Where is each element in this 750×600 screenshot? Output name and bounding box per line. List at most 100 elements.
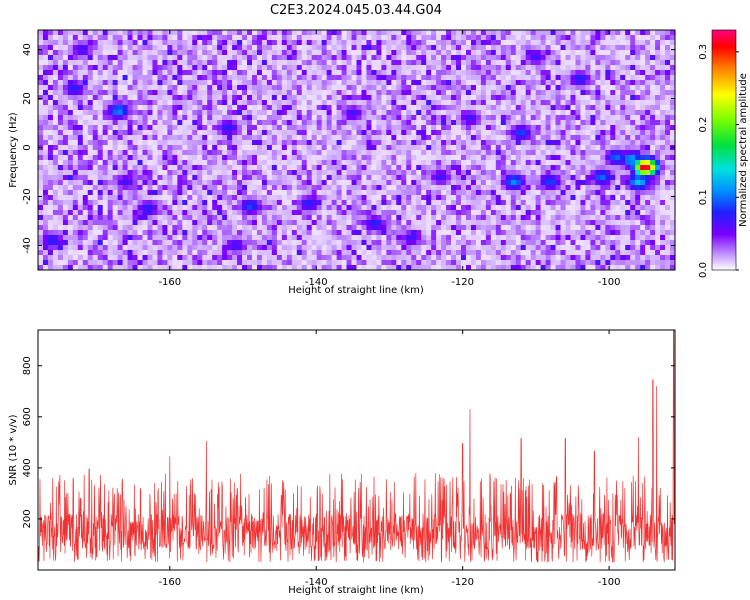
heatmap-cell — [52, 215, 59, 221]
heatmap-cell — [595, 185, 601, 191]
heatmap-cell — [147, 210, 153, 216]
heatmap-cell — [137, 190, 143, 196]
heatmap-cell — [545, 145, 551, 151]
heatmap-cell — [411, 145, 417, 151]
heatmap-cell — [137, 70, 143, 76]
heatmap-cell — [560, 145, 566, 151]
heatmap-cell — [590, 45, 596, 51]
heatmap-cell — [525, 215, 532, 221]
heatmap-cell — [610, 190, 616, 196]
heatmap-cell — [490, 75, 497, 81]
heatmap-cell — [475, 90, 482, 96]
heatmap-cell — [266, 75, 273, 81]
heatmap-cell — [202, 140, 208, 146]
heatmap-cell — [281, 150, 288, 156]
heatmap-cell — [351, 135, 357, 141]
heatmap-cell — [266, 120, 273, 126]
heatmap-cell — [485, 185, 492, 191]
heatmap-cell — [635, 65, 641, 71]
heatmap-cell — [202, 205, 208, 211]
heatmap-cell — [256, 110, 263, 116]
heatmap-cell — [346, 155, 352, 161]
heatmap-cell — [630, 75, 636, 81]
heatmap-cell — [112, 185, 119, 191]
heatmap-cell — [660, 120, 666, 126]
heatmap-cell — [645, 120, 651, 126]
heatmap-cell — [456, 65, 462, 71]
heatmap-cell — [620, 135, 626, 141]
heatmap-cell — [431, 60, 437, 66]
heatmap-cell — [580, 30, 586, 36]
heatmap-cell — [356, 35, 362, 41]
heatmap-cell — [192, 175, 198, 181]
heatmap-cell — [346, 80, 352, 86]
heatmap-cell — [366, 45, 372, 51]
heatmap-cell — [87, 60, 94, 66]
heatmap-cell — [570, 185, 576, 191]
heatmap-cell — [510, 95, 517, 101]
heatmap-cell — [87, 170, 94, 176]
heatmap-cell — [386, 165, 392, 171]
heatmap-cell — [510, 190, 517, 196]
heatmap-cell — [112, 145, 119, 151]
heatmap-cell — [162, 160, 168, 166]
heatmap-cell — [490, 175, 497, 181]
heatmap-cell — [391, 130, 397, 136]
heatmap-cell — [421, 100, 427, 106]
heatmap-cell — [67, 130, 74, 136]
heatmap-cell — [162, 205, 168, 211]
heatmap-cell — [575, 205, 581, 211]
heatmap-cell — [311, 70, 318, 76]
heatmap-cell — [560, 50, 566, 56]
heatmap-cell — [102, 45, 109, 51]
heatmap-cell — [62, 205, 69, 211]
heatmap-cell — [446, 90, 452, 96]
heatmap-cell — [346, 145, 352, 151]
heatmap-cell — [595, 35, 601, 41]
heatmap-cell — [261, 170, 268, 176]
heatmap-cell — [152, 65, 158, 71]
heatmap-cell — [256, 210, 263, 216]
heatmap-cell — [306, 45, 313, 51]
heatmap-cell — [461, 205, 467, 211]
heatmap-cell — [72, 55, 79, 61]
heatmap-cell — [505, 115, 512, 121]
heatmap-cell — [665, 40, 671, 46]
heatmap-cell — [256, 85, 263, 91]
heatmap-cell — [530, 75, 537, 81]
heatmap-cell — [291, 75, 298, 81]
heatmap-cell — [341, 85, 347, 91]
heatmap-cell — [162, 165, 168, 171]
heatmap-cell — [227, 180, 233, 186]
heatmap-cell — [550, 120, 556, 126]
heatmap-cell — [670, 200, 676, 206]
heatmap-cell — [326, 145, 333, 151]
heatmap-cell — [281, 120, 288, 126]
heatmap-cell — [431, 40, 437, 46]
heatmap-cell — [401, 95, 407, 101]
heatmap-cell — [356, 175, 362, 181]
heatmap-cell — [406, 50, 412, 56]
heatmap-cell — [505, 95, 512, 101]
heatmap-cell — [97, 120, 104, 126]
heatmap-cell — [545, 190, 551, 196]
heatmap-cell — [112, 160, 119, 166]
heatmap-cell — [490, 170, 497, 176]
heatmap-cell — [127, 155, 133, 161]
heatmap-cell — [222, 195, 228, 201]
heatmap-cell — [480, 105, 487, 111]
heatmap-cell — [167, 175, 173, 181]
heatmap-cell — [366, 80, 372, 86]
heatmap-cell — [311, 85, 318, 91]
heatmap-cell — [620, 35, 626, 41]
heatmap-cell — [585, 90, 591, 96]
heatmap-cell — [261, 135, 268, 141]
heatmap-cell — [92, 65, 99, 71]
heatmap-cell — [411, 150, 417, 156]
heatmap-cell — [550, 185, 556, 191]
heatmap-cell — [356, 190, 362, 196]
heatmap-cell — [555, 85, 561, 91]
heatmap-cell — [247, 165, 253, 171]
heatmap-cell — [406, 105, 412, 111]
heatmap-cell — [291, 220, 298, 226]
